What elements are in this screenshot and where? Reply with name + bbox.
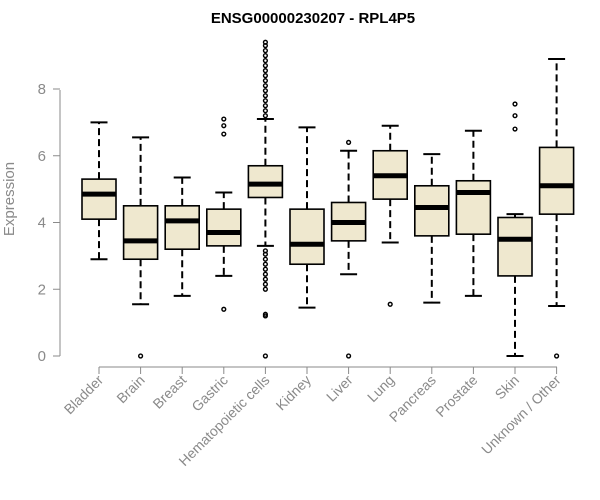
outlier-point <box>221 131 227 137</box>
box-iqr <box>289 208 325 266</box>
y-tick-label: 4 <box>38 215 46 232</box>
box-lung <box>372 124 409 307</box>
outlier-point <box>262 311 268 317</box>
outlier-point <box>262 78 268 84</box>
box-gastric <box>206 116 242 312</box>
box-kidney <box>289 126 325 309</box>
outlier-point <box>262 48 268 54</box>
x-axis-ticks <box>98 367 558 374</box>
outlier-point <box>262 53 268 59</box>
outlier-point <box>262 58 268 64</box>
box-prostate <box>455 129 492 297</box>
outlier-point <box>262 113 268 119</box>
outlier-point <box>262 266 268 272</box>
box-iqr <box>538 146 575 215</box>
y-tick-label: 6 <box>38 148 46 165</box>
y-tick-label: 0 <box>38 348 46 365</box>
outlier-point <box>553 353 560 359</box>
outlier-point <box>221 123 227 129</box>
box-bladder <box>81 121 117 261</box>
outlier-point <box>512 126 518 132</box>
box-iqr <box>122 205 159 261</box>
box-iqr <box>247 164 284 199</box>
y-tick-label: 8 <box>38 81 46 98</box>
outlier-point <box>262 261 268 267</box>
outlier-point <box>138 353 144 359</box>
outlier-point <box>387 301 393 307</box>
box-breast <box>164 176 200 297</box>
box-pancreas <box>413 153 450 304</box>
category-label: Kidney <box>273 372 315 414</box>
boxes-group <box>81 39 575 359</box>
outlier-point <box>262 83 268 89</box>
outlier-point <box>262 256 268 262</box>
category-label: Prostate <box>432 372 480 420</box>
box-skin <box>497 101 533 357</box>
box-unknown-other <box>538 57 575 359</box>
box-iqr <box>206 208 242 247</box>
outlier-point <box>262 73 268 79</box>
outlier-point <box>262 39 268 45</box>
outlier-point <box>262 103 268 109</box>
outlier-point <box>512 101 518 107</box>
y-axis-label: Expression <box>1 162 18 236</box>
category-label: Lung <box>364 372 397 405</box>
outlier-point <box>221 306 227 312</box>
outlier-point <box>262 88 268 94</box>
category-label: Unknown / Other <box>478 372 564 458</box>
outlier-point <box>262 248 268 254</box>
outlier-point <box>262 353 268 359</box>
box-iqr <box>497 216 533 277</box>
box-iqr <box>413 184 450 237</box>
category-label: Breast <box>149 372 189 412</box>
outlier-point <box>346 353 352 359</box>
outlier-point <box>221 116 227 122</box>
outlier-point <box>262 63 268 69</box>
y-axis-ticks: 0 2 4 6 8 <box>38 81 60 365</box>
outlier-point <box>262 93 268 99</box>
outlier-point <box>346 139 352 145</box>
category-label: Skin <box>492 372 523 403</box>
y-tick-label: 2 <box>38 281 46 298</box>
category-label: Bladder <box>61 372 107 418</box>
box-liver <box>330 139 367 359</box>
category-label: Liver <box>323 372 356 405</box>
outlier-point <box>262 271 268 277</box>
outlier-point <box>512 113 518 119</box>
box-iqr <box>164 205 200 251</box>
outlier-point <box>262 108 268 114</box>
outlier-point <box>262 98 268 104</box>
outlier-point <box>262 286 268 292</box>
box-iqr <box>81 178 117 220</box>
outlier-point <box>262 281 268 287</box>
outlier-point <box>262 276 268 282</box>
chart-title: ENSG00000230207 - RPL4P5 <box>211 10 415 27</box>
box-hematopoietic-cells <box>247 39 284 359</box>
category-label: Brain <box>113 372 147 406</box>
box-brain <box>122 136 159 359</box>
box-iqr <box>455 179 492 235</box>
outlier-point <box>262 68 268 74</box>
